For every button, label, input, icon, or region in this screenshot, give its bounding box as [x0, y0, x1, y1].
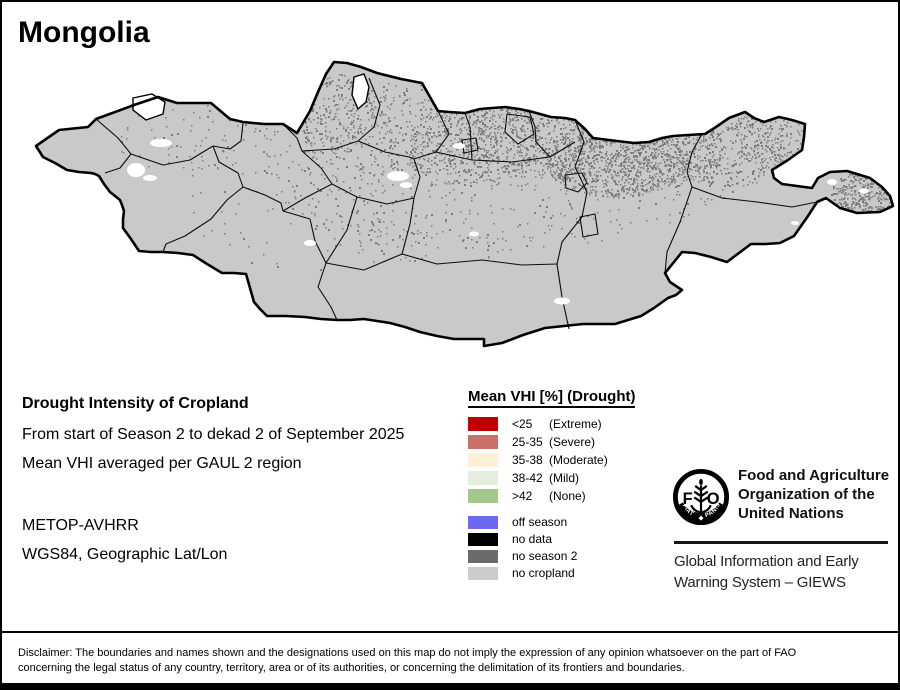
- giews-line: Global Information and Early: [674, 553, 859, 570]
- legend-range: <25: [512, 416, 533, 431]
- legend-label: (Extreme): [549, 416, 602, 431]
- map-method-line: Mean VHI averaged per GAUL 2 region: [22, 455, 302, 472]
- map-projection-line: WGS84, Geographic Lat/Lon: [22, 546, 228, 563]
- disclaimer-line: Disclaimer: The boundaries and names sho…: [18, 647, 797, 659]
- legend-swatch-extreme: [468, 416, 498, 431]
- legend-swatch-none: [468, 488, 498, 503]
- legend-label: (None): [549, 488, 586, 503]
- white-patch: [469, 231, 479, 237]
- mongolia-map: [34, 60, 895, 348]
- no-season2-speckles: [121, 73, 893, 271]
- legend-label: (Severe): [549, 434, 596, 449]
- legend: Mean VHI [%] (Drought) <25 (Extreme) 25-…: [468, 388, 636, 583]
- legend-label: no cropland: [512, 566, 575, 580]
- legend-row-severe: 25-35 (Severe): [468, 434, 635, 449]
- giews-name: Global Information and Early Warning Sys…: [674, 551, 859, 593]
- legend-row-no-season2: no season 2: [468, 549, 635, 563]
- legend-title: Mean VHI [%] (Drought): [468, 388, 636, 408]
- fao-logo-wheat-icon: [690, 478, 712, 515]
- fao-name-line: Food and Agriculture: [738, 467, 890, 484]
- legend-row-no-cropland: no cropland: [468, 566, 635, 580]
- fao-name: Food and Agriculture Organization of the…: [738, 466, 892, 523]
- white-patch: [554, 297, 570, 305]
- white-patch: [304, 240, 316, 246]
- fao-logo-letter-f: F: [683, 490, 693, 508]
- white-patch: [400, 182, 412, 188]
- legend-swatch-no-data: [468, 532, 498, 546]
- country-outline: [34, 60, 895, 348]
- legend-swatch-severe: [468, 434, 498, 449]
- legend-row-mild: 38-42 (Mild): [468, 470, 635, 485]
- legend-label: (Moderate): [549, 452, 608, 467]
- map-period-line: From start of Season 2 to dekad 2 of Sep…: [22, 426, 405, 443]
- lake: [132, 93, 166, 121]
- legend-label: no season 2: [512, 549, 578, 563]
- fao-separator-line: [674, 541, 888, 544]
- legend-status-group: off season no data no season 2 no cropla…: [468, 515, 635, 580]
- white-patch: [453, 143, 465, 149]
- legend-row-none: >42 (None): [468, 488, 635, 503]
- page-title: Mongolia: [18, 16, 150, 49]
- legend-row-no-data: no data: [468, 532, 635, 546]
- legend-swatch-no-season2: [468, 549, 498, 563]
- legend-label: (Mild): [549, 470, 579, 485]
- legend-swatch-mild: [468, 470, 498, 485]
- legend-row-off-season: off season: [468, 515, 635, 529]
- gaul2-boundaries: [95, 77, 818, 330]
- white-patch: [791, 221, 799, 225]
- legend-range: 35-38: [512, 452, 543, 467]
- fao-logo-letter-o: O: [707, 490, 720, 508]
- disclaimer-line: concerning the legal status of any count…: [18, 661, 685, 674]
- white-patch: [150, 139, 172, 147]
- legend-range: 38-42: [512, 470, 543, 485]
- white-patch: [127, 163, 145, 177]
- giews-line: Warning System – GIEWS: [674, 574, 846, 591]
- legend-label: off season: [512, 515, 568, 529]
- lake: [351, 73, 370, 111]
- legend-swatch-no-cropland: [468, 566, 498, 580]
- map-subject-heading: Drought Intensity of Cropland: [22, 395, 249, 412]
- fao-name-line: United Nations: [738, 505, 844, 522]
- disclaimer-separator-line: [2, 631, 898, 633]
- fao-logo-icon: F O FIAT PANIS: [672, 468, 730, 526]
- fao-name-line: Organization of the: [738, 486, 875, 503]
- legend-swatch-moderate: [468, 452, 498, 467]
- legend-label: no data: [512, 532, 553, 546]
- fao-logo-bottom-ring: [675, 502, 727, 522]
- fao-block: F O FIAT PANIS Food and Agriculture Orga…: [672, 466, 892, 526]
- map-sensor-line: METOP-AVHRR: [22, 517, 139, 534]
- legend-row-moderate: 35-38 (Moderate): [468, 452, 635, 467]
- white-patch: [827, 179, 837, 185]
- disclaimer: Disclaimer: The boundaries and names sho…: [18, 646, 888, 675]
- legend-range: >42: [512, 488, 533, 503]
- info-block: Drought Intensity of Cropland From start…: [22, 394, 404, 564]
- legend-range: 25-35: [512, 434, 543, 449]
- legend-row-extreme: <25 (Extreme): [468, 416, 635, 431]
- legend-swatch-off-season: [468, 515, 498, 529]
- white-patch: [143, 175, 157, 181]
- white-patch: [859, 188, 869, 194]
- country-fill: [36, 62, 893, 346]
- white-patch: [387, 171, 409, 181]
